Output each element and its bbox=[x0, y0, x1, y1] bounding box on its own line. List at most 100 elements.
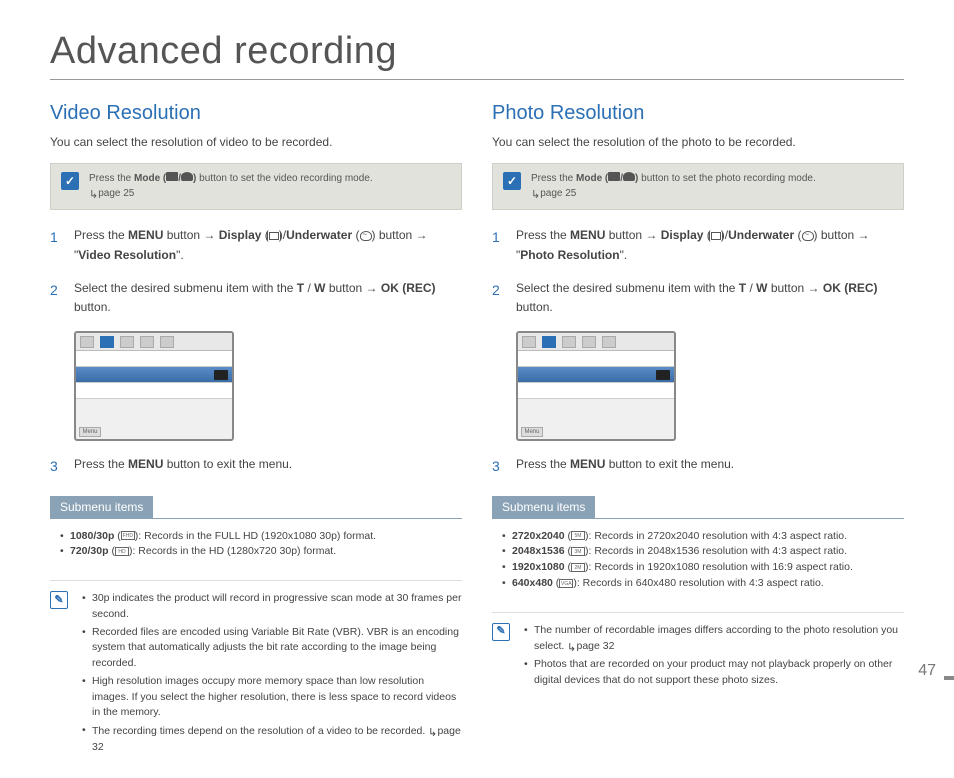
res-icon: VGA bbox=[559, 579, 573, 588]
submenu-header: Submenu items bbox=[492, 496, 595, 518]
lcd-menu-button: Menu bbox=[521, 427, 543, 437]
lcd-row bbox=[76, 383, 232, 399]
lcd-row bbox=[76, 351, 232, 367]
arrow-icon: → bbox=[416, 228, 428, 242]
t-label: T bbox=[739, 281, 746, 295]
section-intro: You can select the resolution of the pho… bbox=[492, 135, 904, 149]
step-body: Press the MENU button → Display ()/Under… bbox=[74, 226, 462, 264]
step-2: 2 Select the desired submenu item with t… bbox=[50, 279, 462, 317]
tab-icon-active bbox=[542, 336, 556, 348]
menu-label: MENU bbox=[570, 228, 605, 242]
ref-arrow-icon: ↲ bbox=[89, 188, 98, 203]
t: button to exit the menu. bbox=[605, 457, 734, 471]
steps-list: 3 Press the MENU button to exit the menu… bbox=[50, 455, 462, 477]
step-body: Press the MENU button → Display ()/Under… bbox=[516, 226, 904, 264]
t: : Records in 2720x2040 resolution with 4… bbox=[588, 530, 847, 542]
t: button to exit the menu. bbox=[163, 457, 292, 471]
note-item: 30p indicates the product will record in… bbox=[78, 591, 462, 623]
note-box: ✎ 30p indicates the product will record … bbox=[50, 580, 462, 758]
t: ) bbox=[193, 173, 196, 184]
note-icon: ✎ bbox=[50, 591, 68, 609]
photo-resolution-section: Photo Resolution You can select the reso… bbox=[492, 102, 904, 758]
video-resolution-section: Video Resolution You can select the reso… bbox=[50, 102, 462, 758]
t: : Records in the FULL HD (1920x1080 30p)… bbox=[138, 530, 376, 542]
page-bar bbox=[944, 676, 954, 680]
submenu-items: 1080/30p (FHD): Records in the FULL HD (… bbox=[50, 518, 462, 571]
step-body: Select the desired submenu item with the… bbox=[74, 279, 462, 317]
arrow-icon: → bbox=[203, 228, 215, 242]
menu-label: MENU bbox=[128, 228, 163, 242]
step-number: 1 bbox=[50, 226, 64, 264]
lcd-tab-bar bbox=[518, 333, 674, 351]
menu-label: MENU bbox=[128, 457, 163, 471]
page-number: 47 bbox=[918, 662, 936, 680]
display-icon bbox=[269, 232, 279, 240]
check-icon: ✓ bbox=[503, 172, 521, 190]
two-column-layout: Video Resolution You can select the reso… bbox=[50, 102, 904, 758]
res-icon: HD bbox=[115, 547, 129, 556]
submenu-block: Submenu items 1080/30p (FHD): Records in… bbox=[50, 492, 462, 571]
mode-tip-box: ✓ Press the Mode (/) button to set the p… bbox=[492, 163, 904, 210]
res-label: 720/30p bbox=[70, 545, 109, 557]
step-1: 1 Press the MENU button → Display ()/Und… bbox=[492, 226, 904, 264]
t: : Records in the HD (1280x720 30p) forma… bbox=[132, 545, 336, 557]
t: Press the bbox=[516, 457, 570, 471]
camera-icon bbox=[623, 172, 635, 181]
mode-tip-box: ✓ Press the Mode (/) button to set the v… bbox=[50, 163, 462, 210]
tab-icon bbox=[522, 336, 536, 348]
tab-icon bbox=[120, 336, 134, 348]
res-label: 2720x2040 bbox=[512, 530, 565, 542]
tab-icon bbox=[562, 336, 576, 348]
ok-label: OK (REC) bbox=[381, 281, 436, 295]
w-label: W bbox=[756, 281, 767, 295]
lcd-row-selected bbox=[76, 367, 232, 383]
menu-label: MENU bbox=[570, 457, 605, 471]
camcorder-icon bbox=[608, 172, 620, 181]
display-label: Display bbox=[661, 228, 704, 242]
res-label: 640x480 bbox=[512, 577, 553, 589]
tab-icon bbox=[80, 336, 94, 348]
steps-list: 3 Press the MENU button to exit the menu… bbox=[492, 455, 904, 477]
t: button bbox=[605, 228, 645, 242]
note-item: High resolution images occupy more memor… bbox=[78, 674, 462, 721]
section-intro: You can select the resolution of video t… bbox=[50, 135, 462, 149]
t: Select the desired submenu item with the bbox=[516, 281, 739, 295]
t: Press the bbox=[74, 228, 128, 242]
submenu-header: Submenu items bbox=[50, 496, 153, 518]
underwater-icon bbox=[360, 231, 372, 241]
camera-icon bbox=[181, 172, 193, 181]
tip-text: Press the Mode (/) button to set the pho… bbox=[531, 172, 816, 201]
note-item: The number of recordable images differs … bbox=[520, 623, 904, 656]
t: : Records in 2048x1536 resolution with 4… bbox=[588, 545, 847, 557]
res-label: 2048x1536 bbox=[512, 545, 565, 557]
t-label: T bbox=[297, 281, 304, 295]
tab-icon bbox=[160, 336, 174, 348]
t: button bbox=[325, 281, 365, 295]
res-icon: 2M bbox=[571, 563, 585, 572]
t: Press the bbox=[531, 173, 576, 184]
display-label: Display bbox=[219, 228, 262, 242]
ref-arrow-icon: ↲ bbox=[531, 188, 540, 203]
underwater-label: Underwater bbox=[728, 228, 794, 242]
step-number: 2 bbox=[50, 279, 64, 317]
section-heading: Photo Resolution bbox=[492, 102, 904, 125]
tip-text: Press the Mode (/) button to set the vid… bbox=[89, 172, 373, 201]
camcorder-icon bbox=[166, 172, 178, 181]
tab-icon bbox=[602, 336, 616, 348]
res-icon: 3M bbox=[571, 547, 585, 556]
step-1: 1 Press the MENU button → Display ()/Und… bbox=[50, 226, 462, 264]
mode-label: Mode bbox=[576, 173, 602, 184]
t: button bbox=[767, 281, 807, 295]
t: ) bbox=[635, 173, 638, 184]
ref-arrow-icon: ↲ bbox=[428, 725, 437, 742]
t: button bbox=[376, 228, 416, 242]
lcd-row bbox=[518, 383, 674, 399]
tab-icon bbox=[140, 336, 154, 348]
submenu-item: 2720x2040 (5M): Records in 2720x2040 res… bbox=[498, 529, 898, 545]
page-ref: page 25 bbox=[98, 188, 134, 199]
lcd-menu-button: Menu bbox=[79, 427, 101, 437]
w-label: W bbox=[314, 281, 325, 295]
lcd-tab-bar bbox=[76, 333, 232, 351]
t: : Records in 1920x1080 resolution with 1… bbox=[588, 561, 852, 573]
step-number: 1 bbox=[492, 226, 506, 264]
